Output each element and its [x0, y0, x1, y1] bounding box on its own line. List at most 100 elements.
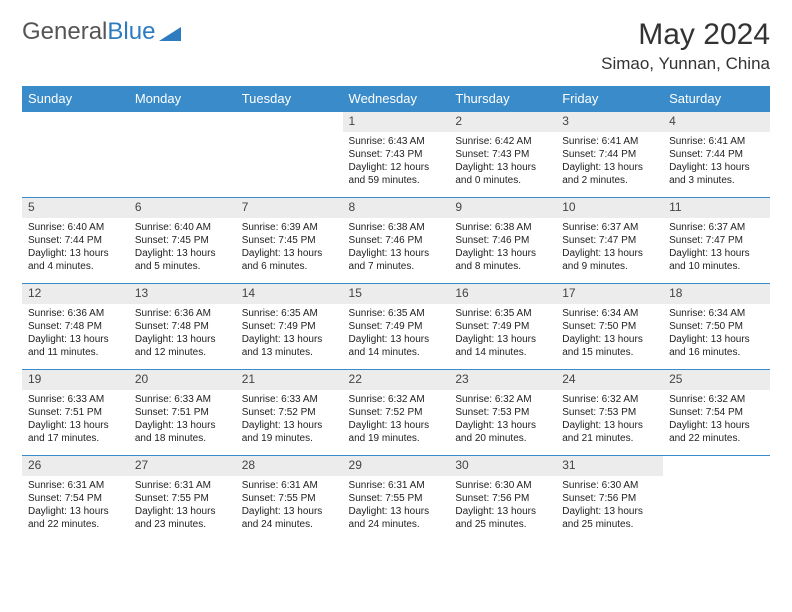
sunset-text: Sunset: 7:50 PM [669, 320, 764, 333]
calendar-cell: 8Sunrise: 6:38 AMSunset: 7:46 PMDaylight… [343, 198, 450, 284]
day-details: Sunrise: 6:31 AMSunset: 7:55 PMDaylight:… [129, 476, 236, 535]
daylight-text: Daylight: 13 hours and 7 minutes. [349, 247, 444, 273]
calendar-cell: 10Sunrise: 6:37 AMSunset: 7:47 PMDayligh… [556, 198, 663, 284]
day-details: Sunrise: 6:32 AMSunset: 7:53 PMDaylight:… [449, 390, 556, 449]
calendar-cell: 9Sunrise: 6:38 AMSunset: 7:46 PMDaylight… [449, 198, 556, 284]
day-details: Sunrise: 6:34 AMSunset: 7:50 PMDaylight:… [556, 304, 663, 363]
daylight-text: Daylight: 13 hours and 6 minutes. [242, 247, 337, 273]
day-details: Sunrise: 6:36 AMSunset: 7:48 PMDaylight:… [22, 304, 129, 363]
day-details: Sunrise: 6:31 AMSunset: 7:55 PMDaylight:… [236, 476, 343, 535]
day-number: 2 [449, 112, 556, 132]
daylight-text: Daylight: 13 hours and 22 minutes. [669, 419, 764, 445]
day-number: 25 [663, 370, 770, 390]
sunset-text: Sunset: 7:43 PM [349, 148, 444, 161]
col-friday: Friday [556, 86, 663, 112]
sunrise-text: Sunrise: 6:41 AM [562, 135, 657, 148]
day-details: Sunrise: 6:34 AMSunset: 7:50 PMDaylight:… [663, 304, 770, 363]
day-number: 8 [343, 198, 450, 218]
sunrise-text: Sunrise: 6:31 AM [135, 479, 230, 492]
day-number: 22 [343, 370, 450, 390]
day-details: Sunrise: 6:35 AMSunset: 7:49 PMDaylight:… [343, 304, 450, 363]
sunset-text: Sunset: 7:55 PM [349, 492, 444, 505]
logo-text-2: Blue [107, 18, 155, 46]
sunset-text: Sunset: 7:51 PM [28, 406, 123, 419]
daylight-text: Daylight: 13 hours and 9 minutes. [562, 247, 657, 273]
sunrise-text: Sunrise: 6:32 AM [562, 393, 657, 406]
day-number: 31 [556, 456, 663, 476]
header-row: Sunday Monday Tuesday Wednesday Thursday… [22, 86, 770, 112]
daylight-text: Daylight: 13 hours and 20 minutes. [455, 419, 550, 445]
sunrise-text: Sunrise: 6:32 AM [349, 393, 444, 406]
day-details: Sunrise: 6:36 AMSunset: 7:48 PMDaylight:… [129, 304, 236, 363]
day-details: Sunrise: 6:39 AMSunset: 7:45 PMDaylight:… [236, 218, 343, 277]
day-details: Sunrise: 6:35 AMSunset: 7:49 PMDaylight:… [236, 304, 343, 363]
sunrise-text: Sunrise: 6:42 AM [455, 135, 550, 148]
sunset-text: Sunset: 7:48 PM [135, 320, 230, 333]
calendar-cell: 27Sunrise: 6:31 AMSunset: 7:55 PMDayligh… [129, 456, 236, 542]
daylight-text: Daylight: 13 hours and 14 minutes. [349, 333, 444, 359]
day-details: Sunrise: 6:43 AMSunset: 7:43 PMDaylight:… [343, 132, 450, 191]
daylight-text: Daylight: 13 hours and 15 minutes. [562, 333, 657, 359]
daylight-text: Daylight: 13 hours and 18 minutes. [135, 419, 230, 445]
daylight-text: Daylight: 13 hours and 22 minutes. [28, 505, 123, 531]
sunset-text: Sunset: 7:52 PM [242, 406, 337, 419]
daylight-text: Daylight: 13 hours and 21 minutes. [562, 419, 657, 445]
sunset-text: Sunset: 7:51 PM [135, 406, 230, 419]
day-details: Sunrise: 6:37 AMSunset: 7:47 PMDaylight:… [556, 218, 663, 277]
day-number: 17 [556, 284, 663, 304]
calendar-cell: 14Sunrise: 6:35 AMSunset: 7:49 PMDayligh… [236, 284, 343, 370]
logo-text-1: General [22, 18, 107, 46]
sunset-text: Sunset: 7:53 PM [562, 406, 657, 419]
day-details: Sunrise: 6:30 AMSunset: 7:56 PMDaylight:… [449, 476, 556, 535]
sunrise-text: Sunrise: 6:31 AM [28, 479, 123, 492]
sunrise-text: Sunrise: 6:33 AM [242, 393, 337, 406]
day-number: 5 [22, 198, 129, 218]
calendar-cell: 23Sunrise: 6:32 AMSunset: 7:53 PMDayligh… [449, 370, 556, 456]
calendar-table: Sunday Monday Tuesday Wednesday Thursday… [22, 86, 770, 542]
day-number: 10 [556, 198, 663, 218]
sunrise-text: Sunrise: 6:38 AM [455, 221, 550, 234]
sunset-text: Sunset: 7:49 PM [242, 320, 337, 333]
sunset-text: Sunset: 7:47 PM [669, 234, 764, 247]
sunrise-text: Sunrise: 6:34 AM [669, 307, 764, 320]
sunset-text: Sunset: 7:47 PM [562, 234, 657, 247]
calendar-cell: 26Sunrise: 6:31 AMSunset: 7:54 PMDayligh… [22, 456, 129, 542]
col-wednesday: Wednesday [343, 86, 450, 112]
day-details: Sunrise: 6:40 AMSunset: 7:44 PMDaylight:… [22, 218, 129, 277]
day-number: 21 [236, 370, 343, 390]
sunset-text: Sunset: 7:44 PM [669, 148, 764, 161]
day-number: 19 [22, 370, 129, 390]
day-details: Sunrise: 6:33 AMSunset: 7:51 PMDaylight:… [129, 390, 236, 449]
sunset-text: Sunset: 7:56 PM [455, 492, 550, 505]
day-number: 7 [236, 198, 343, 218]
sunrise-text: Sunrise: 6:36 AM [135, 307, 230, 320]
daylight-text: Daylight: 13 hours and 24 minutes. [242, 505, 337, 531]
calendar-cell [236, 112, 343, 198]
daylight-text: Daylight: 13 hours and 25 minutes. [562, 505, 657, 531]
sunrise-text: Sunrise: 6:40 AM [28, 221, 123, 234]
sunset-text: Sunset: 7:46 PM [349, 234, 444, 247]
sunrise-text: Sunrise: 6:30 AM [455, 479, 550, 492]
daylight-text: Daylight: 13 hours and 2 minutes. [562, 161, 657, 187]
daylight-text: Daylight: 13 hours and 13 minutes. [242, 333, 337, 359]
calendar-cell: 1Sunrise: 6:43 AMSunset: 7:43 PMDaylight… [343, 112, 450, 198]
day-details: Sunrise: 6:41 AMSunset: 7:44 PMDaylight:… [663, 132, 770, 191]
day-details: Sunrise: 6:32 AMSunset: 7:52 PMDaylight:… [343, 390, 450, 449]
sunset-text: Sunset: 7:52 PM [349, 406, 444, 419]
calendar-cell: 24Sunrise: 6:32 AMSunset: 7:53 PMDayligh… [556, 370, 663, 456]
calendar-cell: 25Sunrise: 6:32 AMSunset: 7:54 PMDayligh… [663, 370, 770, 456]
page-title: May 2024 [601, 18, 770, 52]
col-saturday: Saturday [663, 86, 770, 112]
calendar-cell: 16Sunrise: 6:35 AMSunset: 7:49 PMDayligh… [449, 284, 556, 370]
sunrise-text: Sunrise: 6:31 AM [349, 479, 444, 492]
day-details: Sunrise: 6:30 AMSunset: 7:56 PMDaylight:… [556, 476, 663, 535]
sunset-text: Sunset: 7:45 PM [242, 234, 337, 247]
day-number: 9 [449, 198, 556, 218]
col-monday: Monday [129, 86, 236, 112]
day-number: 15 [343, 284, 450, 304]
calendar-cell: 28Sunrise: 6:31 AMSunset: 7:55 PMDayligh… [236, 456, 343, 542]
location: Simao, Yunnan, China [601, 54, 770, 74]
day-number: 18 [663, 284, 770, 304]
calendar-cell: 31Sunrise: 6:30 AMSunset: 7:56 PMDayligh… [556, 456, 663, 542]
day-details: Sunrise: 6:38 AMSunset: 7:46 PMDaylight:… [343, 218, 450, 277]
